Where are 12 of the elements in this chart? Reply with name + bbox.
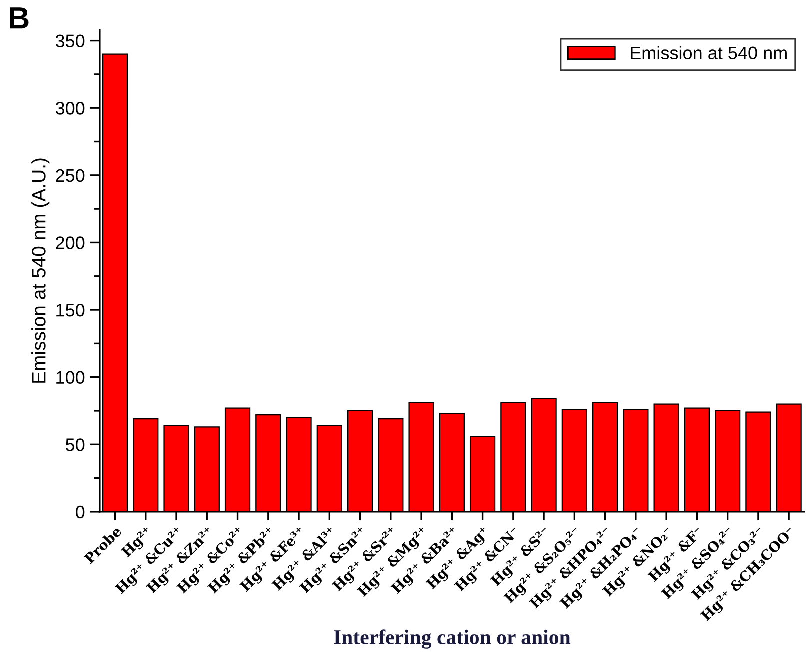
text: B [10,8,29,29]
y-axis-title: Emission at 540 nm (A.U.) [32,158,50,383]
y-tick-label: 250 [56,169,85,182]
legend-label: Emission at 540 nm [631,46,787,60]
y-tick-label: 100 [56,371,85,384]
y-tick-label: 350 [56,34,85,48]
y-tick-label: 50 [66,438,85,452]
y-tick-label: 200 [56,236,85,250]
x-axis-title: Interfering cation or anion [334,630,571,649]
y-tick-label: 0 [76,506,85,519]
y-tick-label: 150 [56,304,85,317]
y-tick-label: 300 [56,102,85,115]
